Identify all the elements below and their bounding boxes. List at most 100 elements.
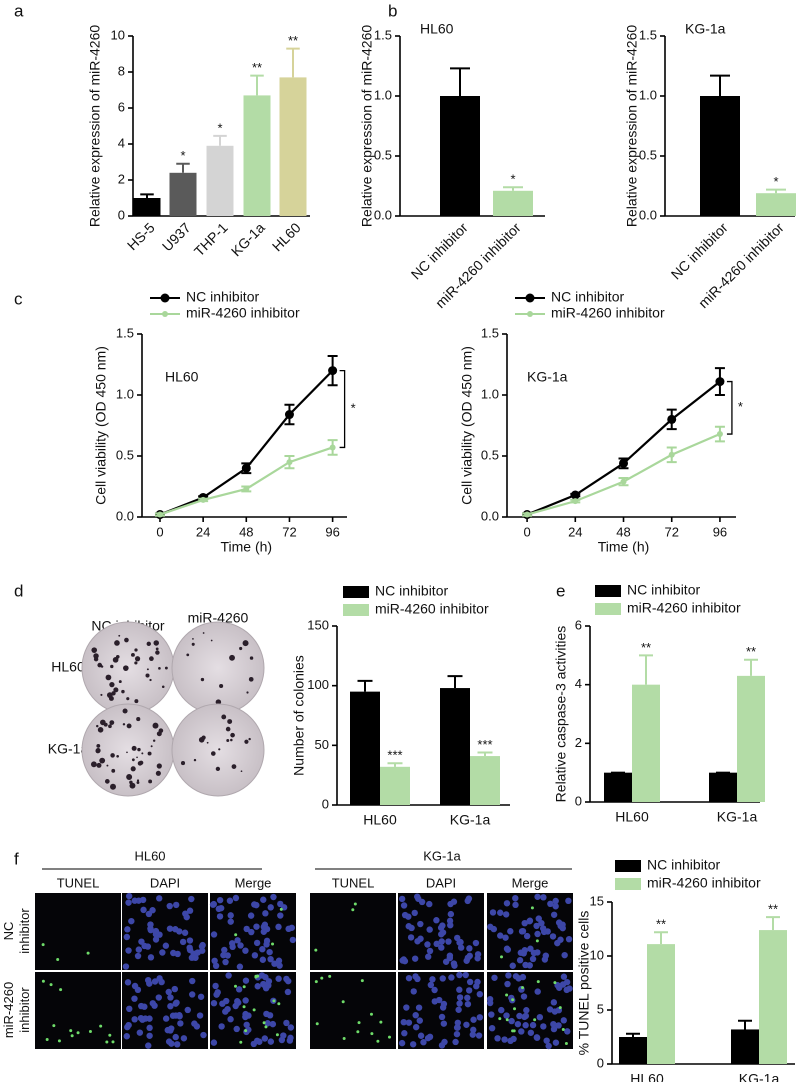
nucleus — [425, 953, 432, 960]
colony — [152, 739, 156, 742]
micrograph — [310, 972, 396, 1049]
colony — [126, 751, 128, 754]
nucleus — [123, 1033, 131, 1040]
colony — [239, 646, 243, 651]
tunel-signal — [57, 1039, 61, 1043]
error-bar — [654, 931, 668, 945]
nucleus — [141, 942, 148, 950]
x-tick-label: KG-1a — [450, 812, 491, 828]
nucleus — [414, 975, 421, 983]
nucleus — [237, 942, 244, 949]
row-label: miR-4260inhibitor — [2, 982, 33, 1038]
colony — [131, 745, 137, 751]
y-tick-label: 4 — [575, 676, 582, 691]
nucleus — [212, 962, 220, 970]
colony — [116, 754, 119, 758]
colony — [134, 656, 141, 662]
nucleus — [549, 933, 557, 940]
nucleus — [412, 1023, 420, 1031]
nucleus — [174, 1041, 181, 1048]
nucleus — [454, 1024, 461, 1031]
colony — [96, 724, 99, 728]
colony — [161, 685, 165, 689]
nucleus — [210, 1039, 218, 1046]
nucleus — [227, 912, 234, 919]
nucleus — [233, 1025, 240, 1033]
nucleus — [547, 900, 554, 908]
significance-label: ** — [288, 33, 298, 48]
nucleus — [560, 973, 568, 980]
tunel-signal — [69, 1029, 73, 1033]
nucleus — [550, 999, 558, 1006]
colony — [139, 760, 144, 765]
nucleus — [162, 1015, 170, 1022]
nucleus — [140, 906, 147, 914]
colony — [123, 665, 129, 671]
nucleus — [234, 999, 241, 1006]
nucleus — [167, 994, 174, 1001]
nucleus — [275, 957, 283, 964]
nucleus — [540, 894, 547, 901]
nucleus — [542, 952, 550, 959]
y-tick-label: 1.0 — [116, 386, 134, 401]
nucleus — [550, 1025, 558, 1033]
nucleus — [287, 1024, 295, 1031]
error-bar — [387, 762, 403, 767]
tunel-signal — [513, 1007, 517, 1011]
nucleus — [504, 946, 512, 953]
nucleus — [125, 892, 133, 900]
legend-swatch — [595, 603, 621, 615]
micrograph — [310, 893, 396, 970]
x-tick-label: 48 — [616, 524, 630, 539]
significance-label: ** — [746, 644, 756, 659]
colony — [106, 692, 113, 698]
nucleus — [566, 985, 573, 992]
tunel-signal — [536, 980, 540, 984]
significance-label: ** — [641, 640, 651, 655]
tunel-signal — [315, 1022, 319, 1026]
nucleus — [501, 1036, 508, 1043]
nucleus — [522, 1012, 530, 1020]
nucleus — [147, 925, 154, 932]
tunel-signal — [353, 902, 357, 906]
nucleus — [260, 980, 267, 988]
nucleus — [270, 893, 277, 901]
nucleus — [456, 971, 463, 979]
nucleus — [407, 934, 415, 941]
legend-swatch — [343, 604, 369, 616]
colony — [206, 741, 209, 744]
nucleus — [507, 1037, 514, 1045]
tunel-signal — [56, 957, 60, 961]
nucleus — [560, 1017, 567, 1024]
nucleus — [284, 988, 292, 996]
colony — [136, 717, 141, 722]
nucleus — [259, 946, 266, 953]
nucleus — [285, 977, 292, 985]
nucleus — [267, 955, 274, 963]
nucleus — [426, 900, 433, 908]
data-point — [668, 451, 675, 458]
nucleus — [565, 935, 573, 943]
nucleus — [122, 963, 130, 970]
colony — [155, 770, 161, 776]
data-point — [243, 485, 250, 492]
nucleus — [544, 928, 551, 935]
channel-label: TUNEL — [332, 875, 375, 890]
tunel-signal — [387, 1035, 391, 1039]
legend-marker — [527, 311, 533, 317]
nucleus — [523, 932, 531, 940]
x-tick-label: 0 — [523, 524, 530, 539]
colony — [180, 761, 186, 766]
nucleus — [534, 988, 541, 995]
colony — [91, 647, 98, 653]
nucleus — [405, 923, 412, 930]
tunel-signal — [357, 1021, 361, 1025]
nucleus — [398, 1039, 406, 1047]
nucleus — [470, 1026, 477, 1034]
significance-label: * — [351, 400, 356, 415]
nucleus — [411, 955, 419, 962]
y-axis-label: Relative caspase-3 activities — [553, 626, 569, 803]
bar — [440, 96, 480, 216]
colony — [130, 766, 136, 772]
nucleus — [529, 1021, 537, 1029]
